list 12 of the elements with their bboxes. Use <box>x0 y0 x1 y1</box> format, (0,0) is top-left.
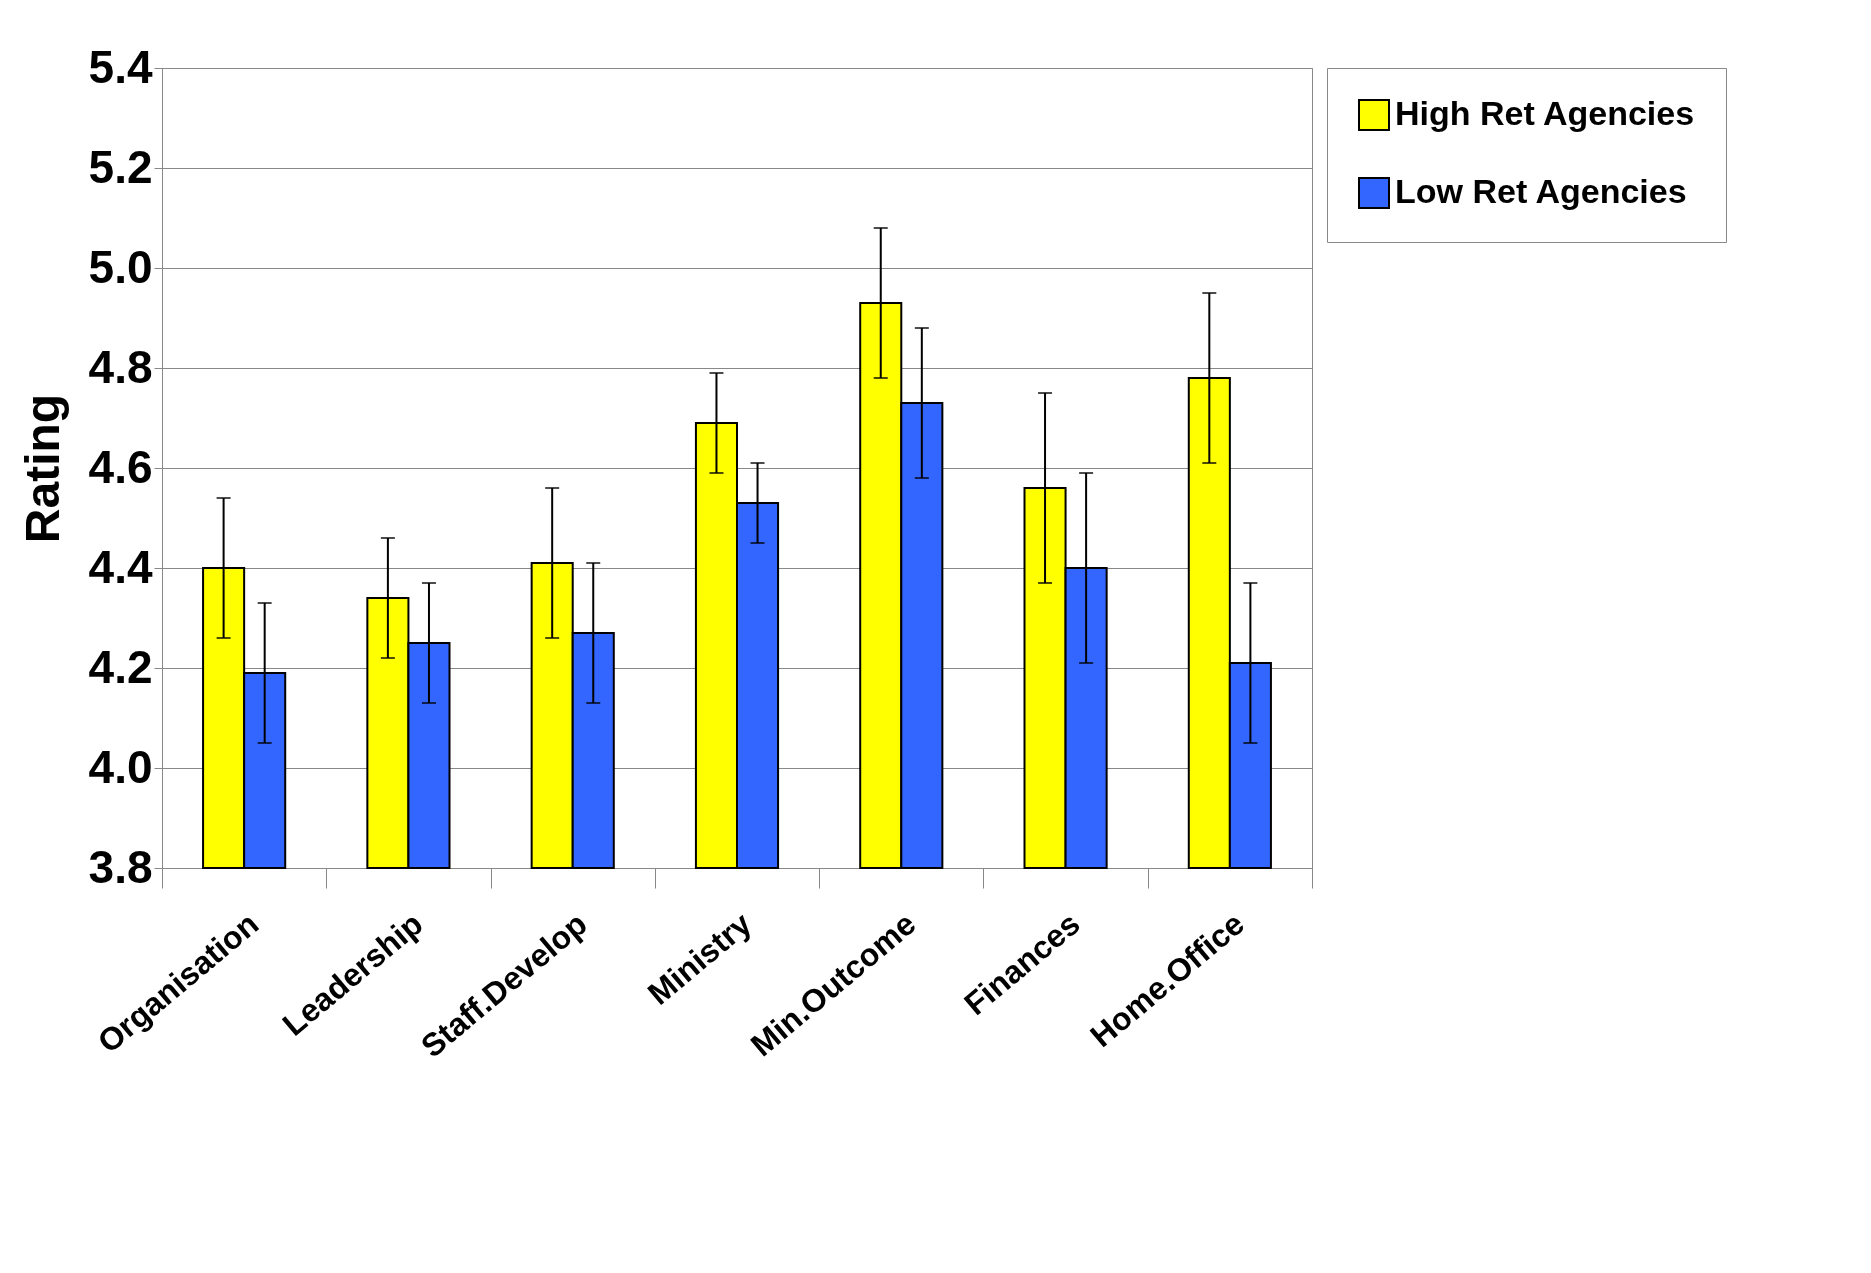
y-tick-label: 5.4 <box>88 40 153 93</box>
y-tick-label: 5.0 <box>88 240 153 293</box>
y-tick-label: 4.8 <box>88 340 153 393</box>
y-axis-title: Rating <box>15 393 69 544</box>
legend-label: High Ret Agencies <box>1395 94 1695 132</box>
y-tick-label: 3.8 <box>88 840 153 893</box>
y-tick-label: 4.0 <box>88 740 153 793</box>
y-tick-label: 4.6 <box>88 440 153 493</box>
y-tick-label: 5.2 <box>88 140 153 193</box>
legend-label: Low Ret Agencies <box>1395 172 1687 210</box>
y-tick-label: 4.2 <box>88 640 153 693</box>
y-tick-label: 4.4 <box>88 540 153 593</box>
